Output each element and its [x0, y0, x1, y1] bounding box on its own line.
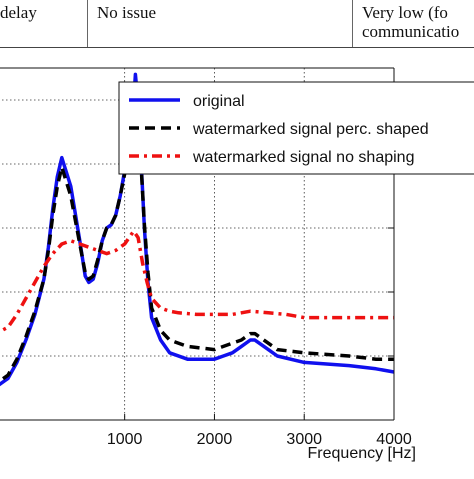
table-divider: [352, 0, 353, 47]
x-tick-label: 1000: [107, 431, 143, 448]
table-cell-no-issue: No issue: [97, 3, 157, 22]
table-cell-delay: delay: [0, 3, 37, 22]
legend: original watermarked signal perc. shaped w…: [118, 81, 474, 175]
legend-label-1: watermarked signal perc. shaped: [192, 121, 429, 138]
x-axis-label: Frequency [Hz]: [308, 445, 416, 462]
x-tick-label: 4000: [376, 431, 412, 448]
x-ticks: 1000 2000 3000 4000: [107, 99, 412, 448]
series-line-1: [0, 95, 394, 384]
table-cell-very-low-line2: communicatio: [362, 22, 460, 41]
series-line-2: [0, 229, 394, 334]
table-cell-very-low-line1: Very low (fo: [362, 3, 448, 22]
legend-label-2: watermarked signal no shaping: [192, 149, 414, 166]
x-tick-label: 2000: [197, 431, 233, 448]
x-tick-label: 3000: [286, 431, 322, 448]
table-fragment: delay No issue Very low (fo communicatio: [0, 0, 474, 48]
legend-label-0: original: [193, 93, 245, 110]
table-divider: [87, 0, 88, 47]
